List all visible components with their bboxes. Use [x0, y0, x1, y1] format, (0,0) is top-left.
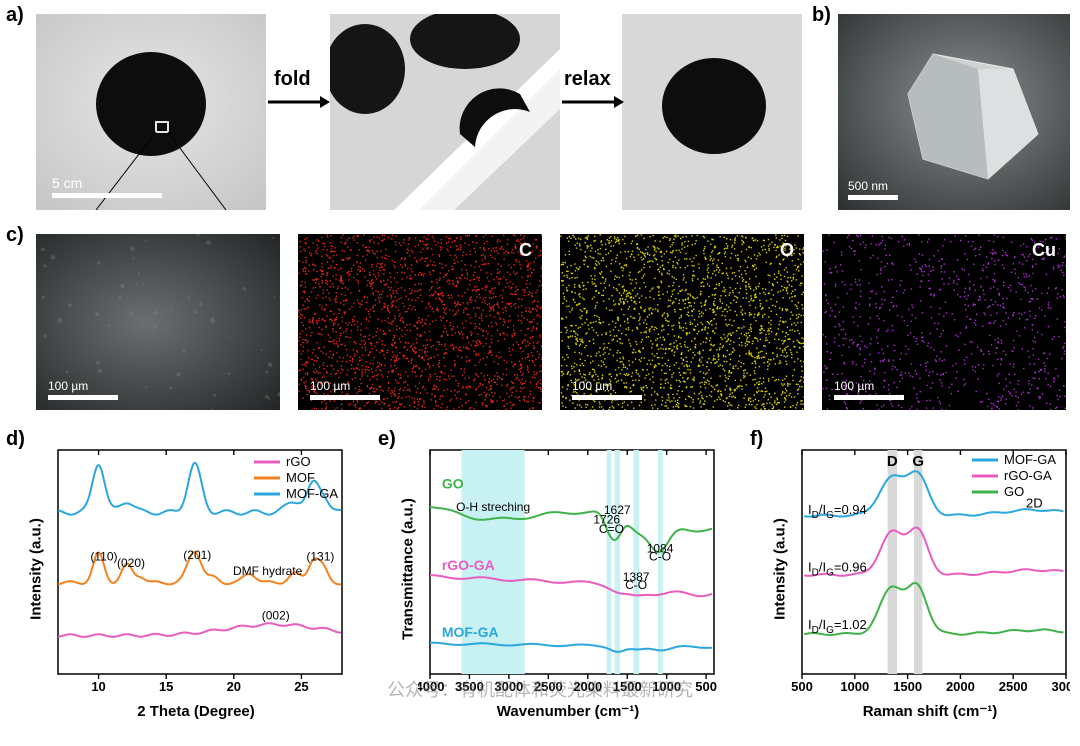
raman-chart: 50010001500200025003000DG2DID/IG=0.94ID/…	[790, 444, 1070, 694]
xrd-chart: 10152025(110)(020)(201)DMF hydrate(131)(…	[46, 444, 346, 694]
photo-a2	[330, 14, 560, 210]
axis-y-f: Intensity (a.u.)	[772, 518, 789, 620]
arrow-fold: fold	[266, 92, 332, 112]
sem-overview: 100 µm	[36, 234, 280, 410]
eds-tag-C: C	[519, 240, 532, 261]
label-b: b)	[812, 4, 831, 27]
label-e: e)	[378, 428, 396, 451]
arrow-relax: relax	[560, 92, 626, 112]
axis-y-e: Transmittance (a.u.)	[400, 498, 417, 640]
label-c: c)	[6, 224, 24, 247]
label-d: d)	[6, 428, 25, 451]
photo-a1: 5 cm	[36, 14, 266, 210]
axis-y-d: Intensity (a.u.)	[28, 518, 45, 620]
photo-a3	[622, 14, 802, 210]
axis-x-e: Wavenumber (cm⁻¹)	[497, 702, 639, 720]
eds-map-O: O100 µm	[560, 234, 804, 410]
axis-x-f: Raman shift (cm⁻¹)	[863, 702, 998, 720]
eds-map-C: C100 µm	[298, 234, 542, 410]
label-f: f)	[750, 428, 763, 451]
ftir-chart: 4000350030002500200015001000500GOrGO-GAM…	[418, 444, 718, 694]
axis-x-d: 2 Theta (Degree)	[137, 703, 255, 720]
label-a: a)	[6, 4, 24, 27]
eds-tag-O: O	[780, 240, 794, 261]
eds-map-Cu: Cu100 µm	[822, 234, 1066, 410]
sem-crystal: 500 nm	[838, 14, 1070, 210]
eds-row: 100 µmC100 µmO100 µmCu100 µm	[36, 234, 1070, 410]
arrow-fold-label: fold	[274, 68, 311, 91]
eds-tag-Cu: Cu	[1032, 240, 1056, 261]
arrow-relax-label: relax	[564, 68, 611, 91]
